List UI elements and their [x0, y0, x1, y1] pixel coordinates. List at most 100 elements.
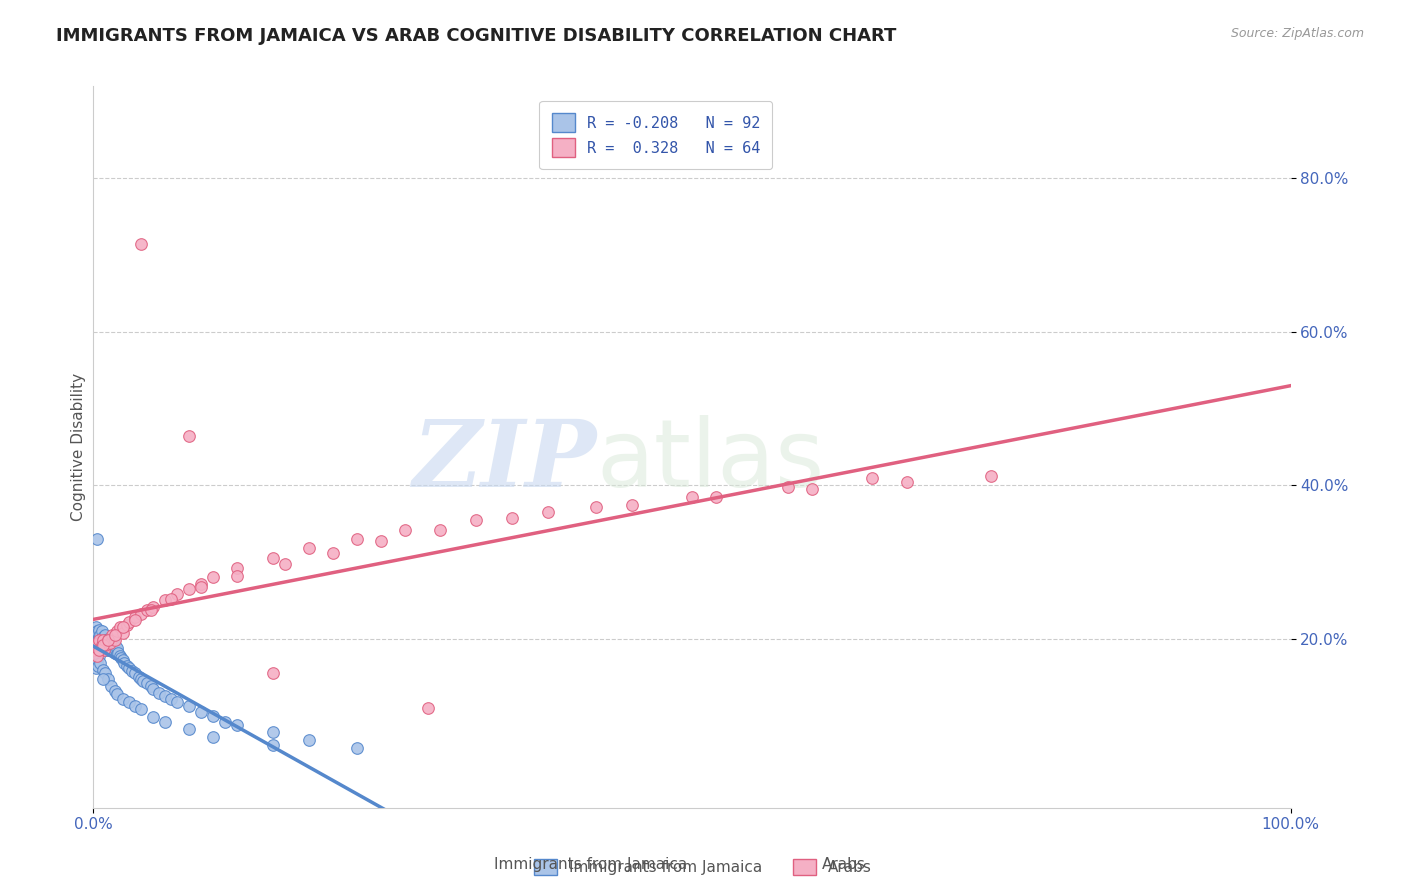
Point [91, 638, 114, 652]
Point [93, 641, 115, 656]
Point [112, 625, 135, 640]
Point [94, 666, 117, 681]
Point [83, 632, 105, 646]
Point [89, 623, 111, 637]
Point [86, 532, 108, 546]
Point [262, 725, 284, 739]
Point [166, 695, 188, 709]
Point [107, 646, 129, 660]
Point [115, 658, 138, 673]
Point [104, 643, 127, 657]
Point [89, 641, 111, 656]
Point [93, 633, 115, 648]
Point [96, 633, 118, 648]
Point [429, 523, 451, 537]
Point [90, 624, 112, 639]
Point [87, 625, 110, 640]
Point [418, 701, 440, 715]
Point [90, 638, 112, 652]
Point [89, 638, 111, 652]
Point [153, 593, 176, 607]
Point [108, 648, 131, 663]
Point [87, 633, 110, 648]
Point [91, 663, 114, 677]
Point [118, 615, 141, 629]
Point [96, 633, 118, 648]
Point [97, 638, 120, 652]
Text: IMMIGRANTS FROM JAMAICA VS ARAB COGNITIVE DISABILITY CORRELATION CHART: IMMIGRANTS FROM JAMAICA VS ARAB COGNITIV… [56, 27, 897, 45]
Point [93, 643, 115, 657]
Y-axis label: Cognitive Disability: Cognitive Disability [72, 373, 86, 521]
Point [87, 641, 110, 656]
Point [86, 646, 108, 660]
Legend: R = -0.208   N = 92, R =  0.328   N = 64: R = -0.208 N = 92, R = 0.328 N = 64 [540, 101, 772, 169]
Point [112, 620, 135, 634]
Point [262, 666, 284, 681]
Point [704, 490, 727, 504]
Point [346, 532, 368, 546]
Legend: Immigrants from Jamaica, Arabs: Immigrants from Jamaica, Arabs [534, 860, 872, 875]
Point [83, 643, 105, 657]
Point [124, 666, 146, 681]
Point [91, 633, 114, 648]
Point [89, 648, 111, 663]
Point [585, 500, 607, 514]
Point [105, 647, 128, 661]
Point [115, 618, 138, 632]
Point [225, 718, 247, 732]
Point [89, 643, 111, 657]
Point [86, 628, 108, 642]
Text: atlas: atlas [596, 416, 824, 508]
Point [112, 691, 135, 706]
Point [370, 533, 392, 548]
Point [84, 636, 107, 650]
Point [89, 657, 111, 671]
Point [86, 624, 108, 639]
Point [860, 471, 883, 485]
Point [262, 551, 284, 566]
Point [96, 672, 118, 686]
Point [153, 690, 176, 704]
Point [96, 643, 118, 657]
Point [90, 633, 112, 648]
Point [104, 646, 127, 660]
Text: Source: ZipAtlas.com: Source: ZipAtlas.com [1230, 27, 1364, 40]
Point [112, 657, 135, 671]
Point [177, 582, 200, 596]
Point [86, 641, 108, 656]
Point [91, 672, 114, 686]
Point [104, 684, 127, 698]
Point [100, 638, 122, 652]
Point [118, 661, 141, 675]
Point [225, 561, 247, 575]
Point [537, 505, 560, 519]
Point [274, 557, 297, 571]
Point [142, 710, 165, 724]
Point [142, 599, 165, 614]
Point [201, 730, 224, 744]
Point [124, 699, 146, 714]
Point [121, 664, 143, 678]
Point [94, 628, 117, 642]
Point [177, 723, 200, 737]
Point [91, 630, 114, 644]
Point [84, 638, 107, 652]
Point [94, 643, 117, 657]
Point [84, 620, 107, 634]
Point [101, 628, 124, 642]
Point [132, 674, 155, 689]
Point [681, 490, 703, 504]
Point [776, 480, 799, 494]
Point [160, 691, 183, 706]
Point [101, 636, 124, 650]
Point [89, 632, 111, 646]
Point [980, 469, 1002, 483]
Text: Immigrants from Jamaica: Immigrants from Jamaica [494, 857, 688, 872]
Point [139, 680, 162, 694]
Text: ZIP: ZIP [412, 417, 596, 507]
Text: Arabs: Arabs [821, 857, 866, 872]
Point [96, 638, 118, 652]
Point [148, 685, 170, 699]
Point [177, 428, 200, 442]
Point [89, 643, 111, 657]
